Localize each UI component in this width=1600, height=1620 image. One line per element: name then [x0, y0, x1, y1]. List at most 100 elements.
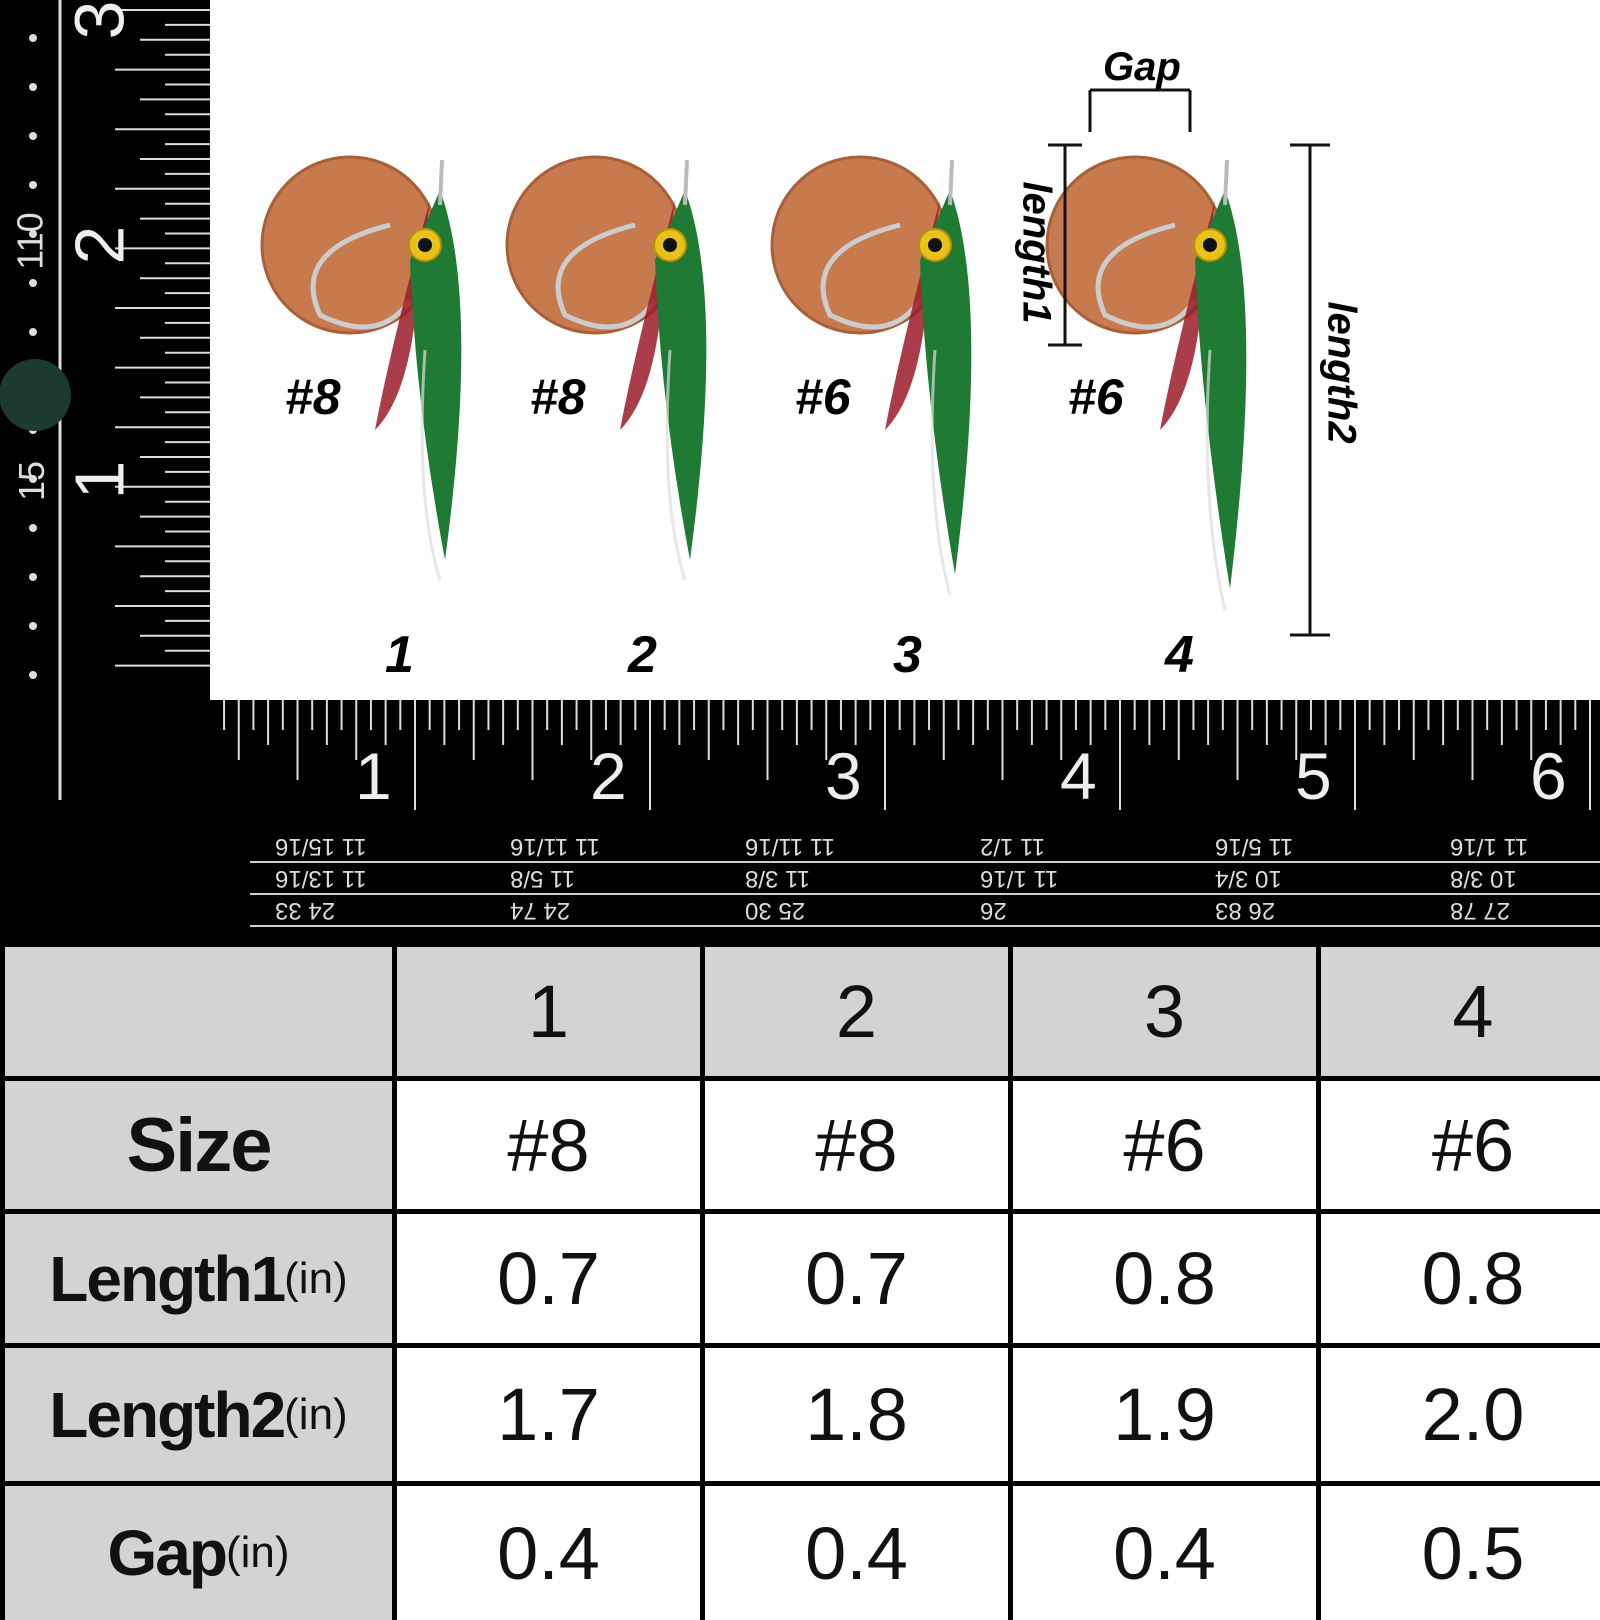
ruler-scale-label: 11 5/16: [1215, 833, 1294, 860]
fly-4: [1045, 155, 1247, 611]
table-cell: 2.0: [1321, 1348, 1600, 1481]
fly-number: 3: [893, 626, 922, 684]
vertical-ruler-ticks: [0, 0, 210, 800]
ruler-cm-15: 15: [11, 460, 53, 502]
ruler-scale-label: 11 15/16: [275, 833, 367, 860]
ruler-dot: [29, 279, 37, 287]
ruler-scale-label: 11 11/16: [745, 833, 835, 860]
table-cell: 1.8: [705, 1348, 1008, 1481]
row-header-length2: Length2 (in): [5, 1348, 392, 1481]
ruler-dot: [29, 573, 37, 581]
ruler-scale-label: 11 11/16: [510, 833, 600, 860]
ruler-dot: [29, 328, 37, 336]
table-cell: #8: [705, 1081, 1008, 1209]
column-header: 2: [705, 947, 1008, 1076]
ruler-scale-label: 24 33: [275, 897, 336, 924]
size-table: 1 2 3 4 Size #8 #8 #6 #6 Length1 (in) 0.7…: [0, 947, 1600, 1620]
ruler-scale-label: 27 78: [1450, 897, 1511, 924]
dimension-lines: [1048, 88, 1330, 637]
row-header-gap: Gap (in): [5, 1486, 392, 1620]
column-header: 1: [397, 947, 700, 1076]
ruler-scale-label: 11 1/16: [1450, 833, 1529, 860]
ruler-dot: [29, 622, 37, 630]
ruler-dot: [29, 671, 37, 679]
ruler-inch-label: 4: [1060, 739, 1097, 813]
row-unit: (in): [284, 1389, 348, 1439]
ruler-dot: [29, 230, 37, 238]
ruler-inch-3: 3: [60, 0, 139, 40]
row-header-size: Size: [5, 1081, 392, 1209]
product-photo: #8 #8 #6 #6 1 2 3 4 Gap length1 length2: [210, 0, 1600, 700]
ruler-dot: [29, 524, 37, 532]
column-header: 4: [1321, 947, 1600, 1076]
green-tail: [655, 190, 707, 560]
row-header-length1: Length1 (in): [5, 1214, 392, 1343]
gap-label: Gap: [1103, 45, 1181, 89]
fly-number: 1: [385, 626, 414, 684]
ruler-hole-icon: [0, 359, 71, 431]
row-label: Gap: [107, 1517, 227, 1589]
table-cell: 1.7: [397, 1348, 700, 1481]
ruler-scale-label: 26: [980, 897, 1007, 924]
table-cell: 0.4: [705, 1486, 1008, 1620]
table-cell: 1.9: [1013, 1348, 1316, 1481]
green-tail: [920, 190, 972, 575]
fly-1: [260, 155, 462, 581]
ruler-scale-label: 10 3/8: [1450, 865, 1517, 892]
fly-size-label: #8: [285, 369, 341, 425]
ruler-inch-label: 5: [1295, 739, 1332, 813]
hook: [310, 222, 413, 330]
fly-size-label: #6: [795, 369, 851, 425]
ruler-cm-110: 110: [9, 212, 51, 270]
ruler-dot: [29, 181, 37, 189]
fly-size-label: #8: [530, 369, 586, 425]
length2-label: length2: [1319, 301, 1364, 444]
ruler-scale-label: 11 13/16: [275, 865, 367, 892]
ruler-scale-label: 26 83: [1215, 897, 1276, 924]
ruler-scale-label: 11 5/8: [510, 865, 575, 892]
fly-2: [505, 155, 707, 581]
hook-eye: [1223, 159, 1229, 206]
row-label: Length1: [49, 1242, 286, 1315]
ruler-inch-label: 3: [825, 739, 862, 813]
ruler-dot: [29, 83, 37, 91]
table-cell: #8: [397, 1081, 700, 1209]
fly-3: [770, 155, 972, 596]
hook: [555, 222, 658, 330]
table-cell: 0.8: [1013, 1214, 1316, 1343]
table-cell: #6: [1321, 1081, 1600, 1209]
ruler-scale-label: 11 3/8: [745, 865, 810, 892]
ruler-scale-label: 11 1/2: [980, 833, 1045, 860]
hook-eye: [683, 159, 689, 206]
ruler-scale-label: 25 30: [745, 897, 806, 924]
horizontal-ruler-ticks: [223, 700, 1600, 927]
table-cell: #6: [1013, 1081, 1316, 1209]
ruler-inch-label: 6: [1530, 739, 1567, 813]
ruler-inch-label: 1: [355, 739, 392, 813]
hook: [1095, 222, 1198, 330]
hook-eye: [438, 159, 444, 206]
table-cell: 0.7: [705, 1214, 1008, 1343]
row-unit: (in): [284, 1253, 348, 1303]
ruler-dot: [29, 34, 37, 42]
ruler-scale-label: 11 1/16: [980, 865, 1059, 892]
ruler-inch-2: 2: [60, 225, 139, 265]
fly-number: 2: [628, 626, 657, 684]
row-label: Size: [126, 1102, 272, 1188]
column-header: 3: [1013, 947, 1316, 1076]
fly-number: 4: [1165, 626, 1194, 684]
green-tail: [410, 190, 462, 560]
table-cell: 0.7: [397, 1214, 700, 1343]
hook: [820, 222, 923, 330]
table-cell: 0.4: [1013, 1486, 1316, 1620]
hook-eye: [948, 159, 954, 206]
ruler-inch-1: 1: [60, 460, 139, 500]
length1-label: length1: [1014, 181, 1059, 324]
table-cell: 0.4: [397, 1486, 700, 1620]
ruler-inch-label: 2: [590, 739, 627, 813]
row-label: Length2: [49, 1378, 286, 1451]
horizontal-ruler: 1 2 3 4 5 6 11 15/16 11 11/16 11 11/16 11 1/2 11 5…: [210, 700, 1600, 947]
vertical-ruler: 3 2 1 110 15: [0, 0, 210, 947]
fly-size-label: #6: [1068, 369, 1124, 425]
flies-illustration: [260, 88, 1330, 637]
